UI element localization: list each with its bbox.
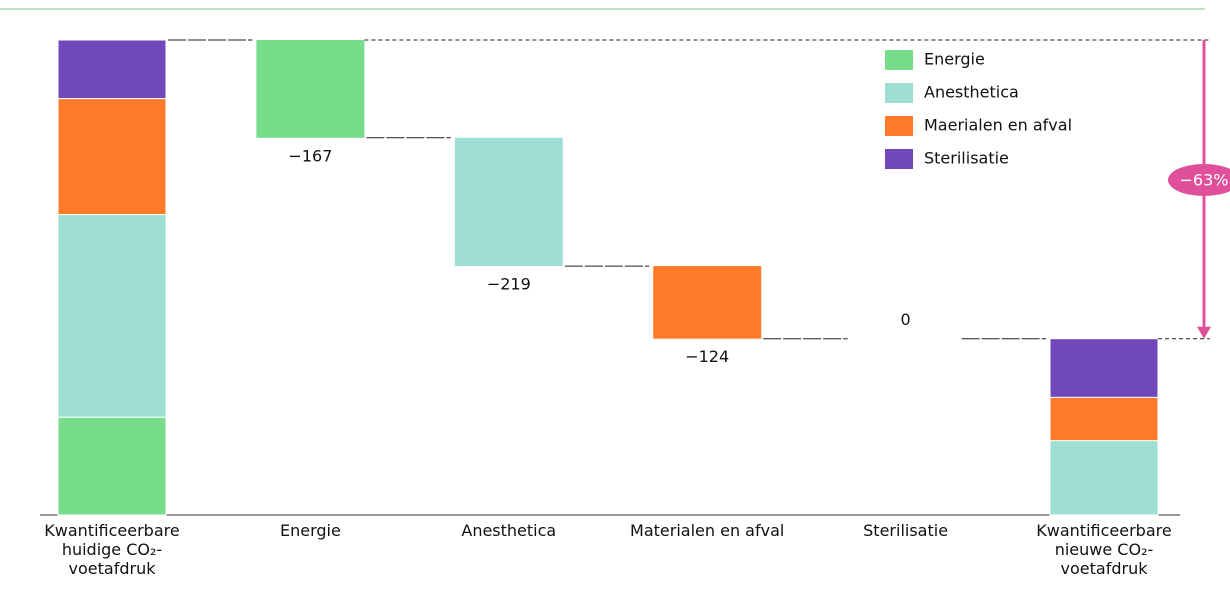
stack-segment [1049,396,1159,442]
legend-label: Anesthetica [924,83,1019,102]
stack-segment [1049,440,1159,516]
legend-label: Maerialen en afval [924,116,1072,135]
x-tick-label: Energie [279,521,341,540]
delta-bar [653,266,762,339]
arrow-head [1197,326,1211,339]
delta-bar [256,40,365,138]
x-tick-label: Materialen en afval [630,521,785,540]
delta-label: −219 [487,275,531,294]
legend-swatch [885,116,913,136]
legend-swatch [885,50,913,70]
stack-segment [57,39,167,100]
stack-segment [57,98,167,216]
stack-segment [57,416,167,516]
x-tick-label: Kwantificeerbare huidige CO₂-voetafdruk [44,521,180,578]
delta-label: −167 [288,146,332,165]
delta-label: −124 [685,347,729,366]
legend-label: Sterilisatie [924,149,1009,168]
legend-swatch [885,149,913,169]
x-tick-label: Sterilisatie [863,521,949,540]
stack-segment [1049,338,1159,398]
annotation: −63% [1180,171,1229,190]
stack-segment [57,214,167,418]
annotation-badge [1168,164,1230,196]
legend-label: Energie [924,50,985,69]
delta-label: 0 [901,310,911,329]
x-tick-label: Kwantificeerbare nieuwe CO₂-voetafdruk [1036,521,1172,578]
delta-bar [454,137,563,267]
legend-swatch [885,83,913,103]
x-tick-label: Anesthetica [461,521,557,540]
